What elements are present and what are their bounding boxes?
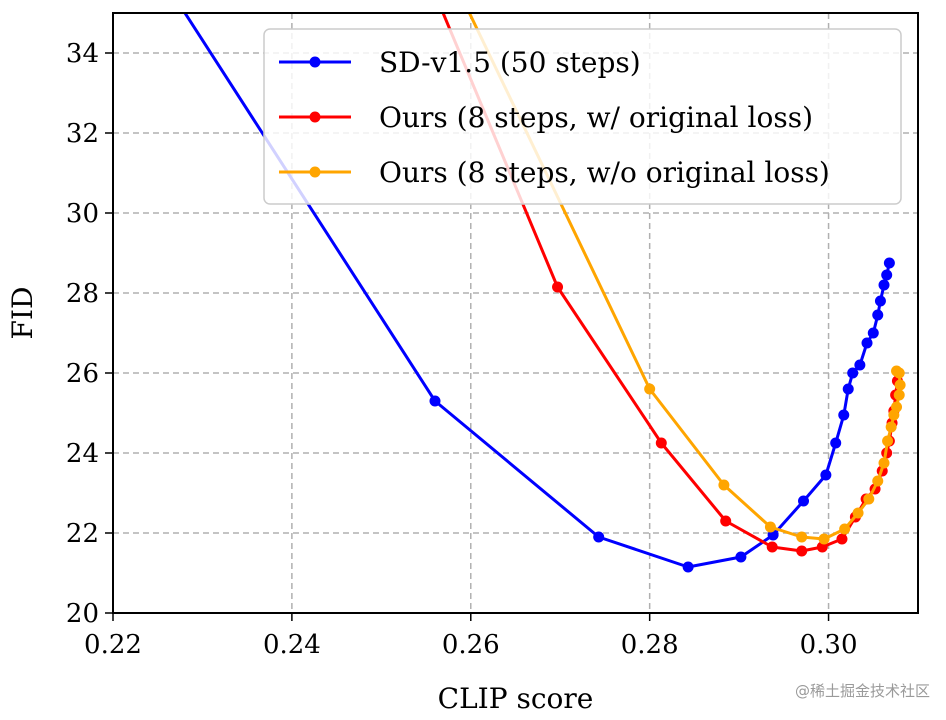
data-point xyxy=(593,531,605,543)
data-point xyxy=(867,327,879,339)
data-point xyxy=(820,469,832,481)
data-point xyxy=(854,359,866,371)
data-point xyxy=(655,437,667,449)
data-point xyxy=(863,493,875,505)
x-tick-label: 0.24 xyxy=(263,630,321,660)
data-point xyxy=(796,531,808,543)
data-point xyxy=(842,383,854,395)
data-point xyxy=(798,495,810,507)
watermark: @稀土掘金技术社区 xyxy=(795,682,930,700)
y-tick-label: 20 xyxy=(66,599,99,629)
y-tick-label: 26 xyxy=(66,359,99,389)
legend-box xyxy=(263,28,902,205)
y-tick-label: 24 xyxy=(66,439,99,469)
series-1 xyxy=(183,13,895,573)
data-point xyxy=(894,379,906,391)
x-tick-label: 0.22 xyxy=(84,630,142,660)
y-tick-label: 28 xyxy=(66,279,99,309)
data-point xyxy=(830,437,842,449)
data-point xyxy=(766,541,778,553)
data-point xyxy=(885,421,897,433)
axis-ticks: 0.22 0.24 0.26 0.28 0.30 20 22 24 26 28 30 32 34 xyxy=(66,39,858,660)
data-point xyxy=(883,257,895,269)
data-point xyxy=(838,409,850,421)
plot-frame xyxy=(112,12,919,614)
data-point xyxy=(552,281,564,293)
y-tick-label: 30 xyxy=(66,199,99,229)
data-point xyxy=(872,309,884,321)
data-point xyxy=(836,533,848,545)
legend-label: SD-v1.5 (50 steps) xyxy=(379,46,641,79)
legend: SD-v1.5 (50 steps) Ours (8 steps, w/ orig… xyxy=(263,28,902,205)
data-point xyxy=(764,521,776,533)
x-tick-label: 0.28 xyxy=(621,630,679,660)
x-tick-label: 0.30 xyxy=(800,630,858,660)
data-point xyxy=(874,295,886,307)
y-tick-label: 22 xyxy=(66,519,99,549)
data-point xyxy=(735,551,747,563)
data-point xyxy=(893,389,905,401)
data-point xyxy=(852,507,864,519)
data-point xyxy=(818,533,830,545)
data-point xyxy=(720,515,732,527)
data-point xyxy=(861,337,873,349)
legend-swatch-marker xyxy=(309,111,321,123)
data-point xyxy=(878,457,890,469)
data-point xyxy=(891,365,903,377)
y-tick-label: 32 xyxy=(66,119,99,149)
y-tick-label: 34 xyxy=(66,39,99,69)
x-axis-title: CLIP score xyxy=(438,682,594,715)
legend-label: Ours (8 steps, w/o original loss) xyxy=(379,156,830,189)
series-lines xyxy=(183,13,906,573)
y-axis-title: FID xyxy=(6,287,39,340)
data-point xyxy=(878,279,890,291)
data-point xyxy=(882,435,894,447)
data-point xyxy=(847,367,859,379)
data-point xyxy=(891,401,903,413)
data-point xyxy=(718,479,730,491)
legend-label: Ours (8 steps, w/ original loss) xyxy=(379,101,813,134)
data-point xyxy=(682,561,694,573)
data-point xyxy=(429,395,441,407)
data-point xyxy=(872,475,884,487)
legend-swatch-marker xyxy=(309,166,321,178)
data-point xyxy=(881,269,893,281)
series-3 xyxy=(467,13,906,545)
data-point xyxy=(839,523,851,535)
data-point xyxy=(796,545,808,557)
legend-swatch-marker xyxy=(309,56,321,68)
data-point xyxy=(644,383,656,395)
x-tick-label: 0.26 xyxy=(442,630,500,660)
